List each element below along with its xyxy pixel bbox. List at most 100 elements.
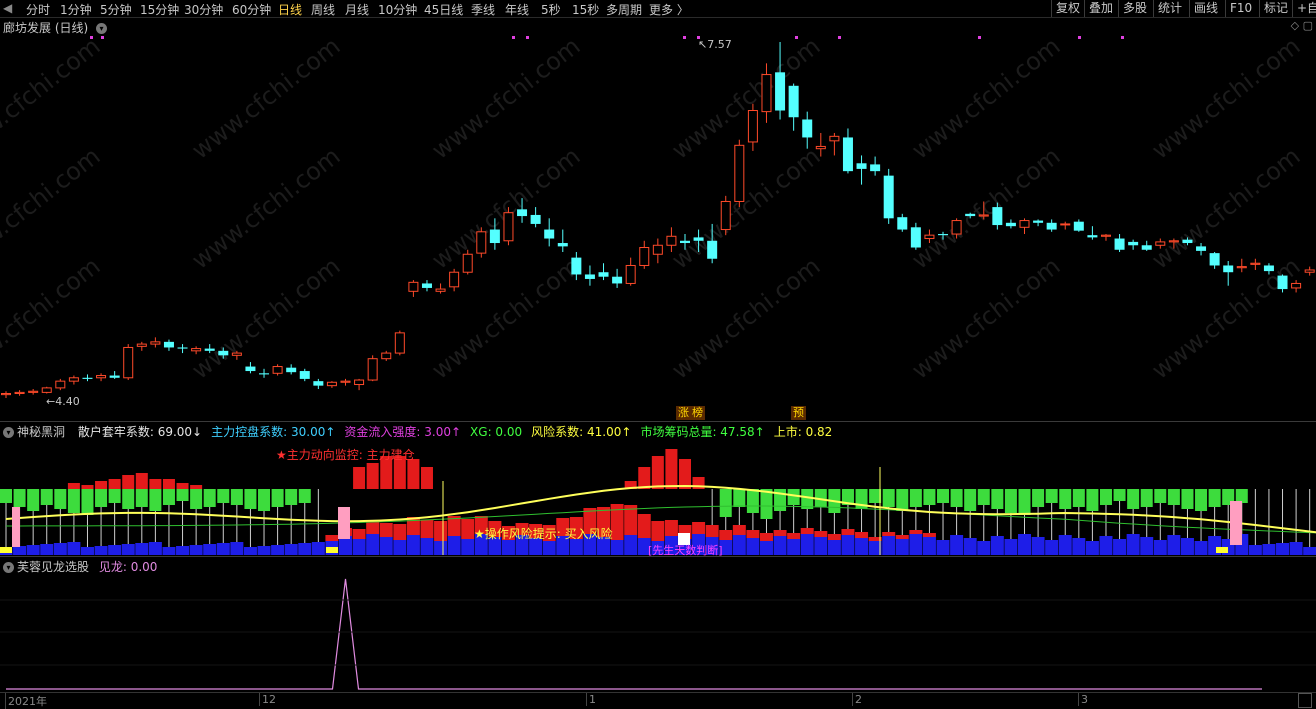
- x-axis-label: 3: [1078, 693, 1088, 706]
- candle-body: [259, 373, 270, 375]
- candle-body: [530, 214, 541, 224]
- green-bar: [937, 489, 950, 503]
- period-tab[interactable]: 更多 〉: [649, 3, 689, 17]
- forecast-badge[interactable]: 预: [791, 406, 806, 420]
- red-bar: [353, 467, 366, 489]
- period-tab[interactable]: 10分钟: [378, 3, 418, 17]
- toolbar-button[interactable]: 叠加: [1084, 0, 1117, 17]
- period-tab[interactable]: 5分钟: [100, 3, 132, 17]
- blue-bar: [746, 538, 760, 555]
- blue-bar: [1126, 534, 1140, 555]
- watermark: www.cfchi.com: [1146, 142, 1305, 275]
- blue-bar: [53, 543, 67, 555]
- candle-body: [367, 358, 378, 381]
- candlestick-chart[interactable]: www.cfchi.com www.cfchi.com www.cfchi.com w…: [0, 0, 1316, 420]
- toolbar-button[interactable]: 复权: [1051, 0, 1084, 17]
- candle-body: [1019, 220, 1030, 228]
- red-bar: [108, 479, 121, 489]
- red-bar: [95, 481, 108, 489]
- signal-dot: [101, 36, 104, 39]
- green-bar: [869, 489, 882, 503]
- green-bar: [81, 489, 94, 515]
- period-tab[interactable]: 15分钟: [140, 3, 180, 17]
- signal-dot: [978, 36, 981, 39]
- candle-body: [870, 164, 881, 172]
- candle-body: [1250, 262, 1261, 265]
- toolbar-button[interactable]: 画线: [1189, 0, 1222, 17]
- blue-bar: [895, 539, 909, 555]
- green-bar: [230, 489, 243, 505]
- blue-bar: [922, 537, 936, 555]
- candle-body: [1100, 234, 1111, 237]
- maximize-icon[interactable]: ▢: [1302, 19, 1313, 32]
- period-tab[interactable]: 45日线: [424, 3, 464, 17]
- toolbar-button[interactable]: F10: [1225, 0, 1256, 17]
- candle-body: [883, 175, 894, 219]
- toolbar-scroll-left-icon[interactable]: ◀: [3, 1, 13, 15]
- blue-bar: [1262, 544, 1276, 555]
- blue-bar: [311, 542, 325, 555]
- blue-bar: [501, 540, 515, 555]
- panel-dropdown-icon[interactable]: ▾: [96, 23, 108, 34]
- bottom-dropdown-icon[interactable]: ▾: [3, 562, 14, 573]
- blue-bar: [909, 534, 923, 555]
- candle-body: [598, 272, 609, 277]
- green-bar: [1099, 489, 1112, 505]
- period-tab[interactable]: 月线: [345, 3, 370, 17]
- candle-body: [421, 283, 432, 288]
- candle-body: [829, 135, 840, 142]
- toolbar-button[interactable]: +自: [1292, 0, 1316, 17]
- green-bar: [787, 489, 800, 505]
- green-bar: [1113, 489, 1126, 501]
- red-bar: [638, 467, 651, 489]
- period-tab[interactable]: 日线: [278, 3, 303, 17]
- candle-body: [1087, 235, 1098, 238]
- period-tab[interactable]: 15秒: [572, 3, 600, 17]
- blue-bar: [284, 544, 298, 555]
- red-layer: [474, 516, 488, 534]
- panel-controls: ◇ ▢: [1291, 19, 1313, 32]
- red-layer: [515, 523, 529, 535]
- candle-body: [1073, 221, 1084, 231]
- candle-body: [910, 227, 921, 248]
- green-bar: [746, 489, 759, 513]
- signal-dot: [1078, 36, 1081, 39]
- blue-bar: [434, 541, 448, 555]
- pink-block: [12, 507, 20, 547]
- blue-bar: [298, 543, 312, 555]
- period-tab[interactable]: 多周期: [606, 3, 643, 17]
- candle-body: [1168, 240, 1179, 243]
- period-tab[interactable]: 分时: [26, 3, 51, 17]
- period-tab[interactable]: 30分钟: [184, 3, 224, 17]
- period-tab[interactable]: 周线: [311, 3, 336, 17]
- indicator-value: 主力控盘系数: 30.00↑: [211, 425, 336, 439]
- period-tab[interactable]: 1分钟: [60, 3, 92, 17]
- blue-bar: [474, 534, 488, 555]
- blue-bar: [855, 538, 869, 555]
- diamond-icon[interactable]: ◇: [1290, 19, 1300, 32]
- period-tab[interactable]: 年线: [505, 3, 530, 17]
- candle-body: [571, 257, 582, 275]
- toolbar-button[interactable]: 多股: [1118, 0, 1151, 17]
- toolbar-button[interactable]: 标记: [1259, 0, 1292, 17]
- candle-body: [924, 234, 935, 240]
- candle-body: [1277, 275, 1288, 290]
- green-bar: [1072, 489, 1085, 507]
- blue-bar: [1180, 538, 1194, 555]
- limit-up-badge[interactable]: 涨: [676, 406, 691, 420]
- list-badge[interactable]: 榜: [690, 406, 705, 420]
- blue-bar: [705, 537, 719, 555]
- indicator-dropdown-icon[interactable]: ▾: [3, 427, 14, 438]
- period-tab[interactable]: 季线: [471, 3, 496, 17]
- blue-bar: [841, 535, 855, 555]
- period-tab[interactable]: 5秒: [541, 3, 561, 17]
- candle-body: [191, 348, 202, 352]
- candle-body: [1141, 245, 1152, 250]
- period-tab[interactable]: 60分钟: [232, 3, 272, 17]
- toolbar-button[interactable]: 统计: [1153, 0, 1186, 17]
- green-bar: [1086, 489, 1099, 511]
- blue-bar: [556, 536, 570, 555]
- candle-body: [476, 231, 487, 254]
- blue-bar: [26, 545, 40, 555]
- blue-bar: [977, 541, 991, 555]
